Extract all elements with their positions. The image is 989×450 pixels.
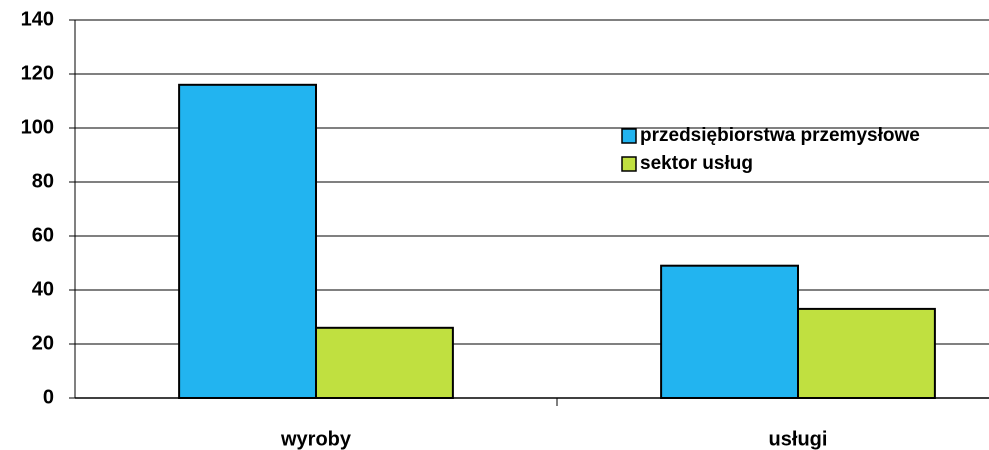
y-tick-label: 20	[32, 332, 54, 354]
x-tick-label: usługi	[769, 428, 828, 450]
y-tick-label: 0	[43, 386, 54, 408]
y-tick-label: 140	[21, 8, 54, 30]
legend-label: przedsiębiorstwa przemysłowe	[640, 125, 920, 146]
y-tick-label: 120	[21, 62, 54, 84]
legend-swatch	[621, 156, 637, 172]
legend-label: sektor usług	[640, 153, 753, 174]
y-tick-label: 60	[32, 224, 54, 246]
x-tick-label: wyroby	[280, 428, 352, 450]
y-tick-label: 80	[32, 170, 54, 192]
bar	[315, 326, 454, 399]
y-tick-label: 100	[21, 116, 54, 138]
legend-swatch	[621, 128, 637, 144]
bar	[178, 83, 317, 400]
bar	[797, 307, 936, 399]
bar	[660, 264, 799, 400]
y-tick-label: 40	[32, 278, 54, 300]
